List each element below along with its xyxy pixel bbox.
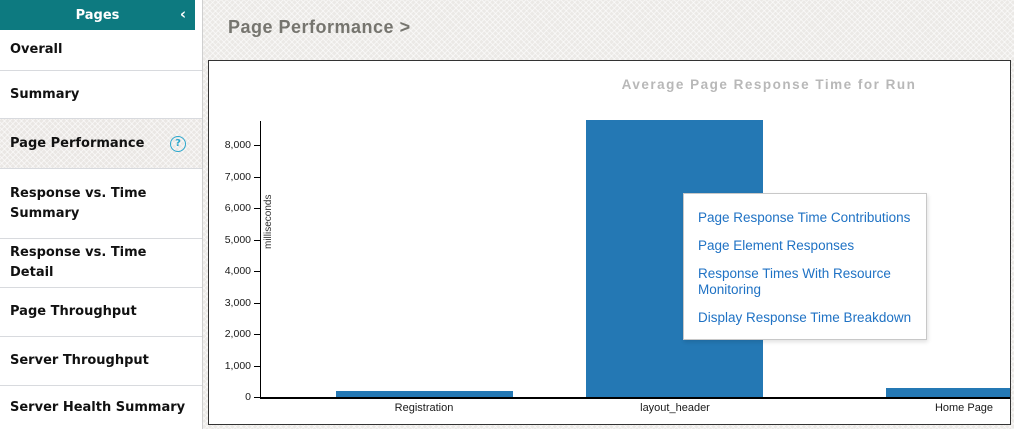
sidebar-item-label: Page Throughput bbox=[10, 304, 137, 319]
y-tick-label: 3,000 bbox=[224, 296, 251, 309]
menu-link-page-response-time-contributions[interactable]: Page Response Time Contributions bbox=[698, 210, 911, 225]
y-tick bbox=[254, 334, 260, 335]
y-tick bbox=[254, 271, 260, 272]
y-tick-label: 8,000 bbox=[224, 139, 251, 151]
y-tick bbox=[254, 397, 260, 398]
bar-home-page[interactable] bbox=[886, 387, 1010, 397]
sidebar-item-label: Server Health Summary bbox=[10, 399, 186, 415]
y-tick-label: 7,000 bbox=[224, 170, 251, 183]
chart-title: Average Page Response Time for Run bbox=[621, 77, 917, 92]
bar-registration[interactable] bbox=[336, 390, 513, 397]
y-tick bbox=[254, 176, 260, 178]
x-category-label: Registration bbox=[394, 402, 454, 414]
y-tick bbox=[254, 365, 260, 367]
sidebar-item-response-vs-time-detail[interactable]: Response vs. Time Detail bbox=[0, 239, 202, 288]
menu-link-page-element-responses[interactable]: Page Element Responses bbox=[698, 238, 855, 253]
menu-link-display-response-time-breakdown[interactable]: Display Response Time Breakdown bbox=[698, 310, 912, 325]
sidebar-item-label: Page Performance bbox=[10, 135, 145, 151]
sidebar-item-summary[interactable]: Summary bbox=[0, 71, 202, 119]
y-tick-label: 1,000 bbox=[224, 359, 251, 372]
sidebar-item-label: Server Throughput bbox=[10, 353, 149, 368]
y-tick-label: 2,000 bbox=[224, 328, 251, 340]
x-category-label: Home Page bbox=[934, 402, 994, 414]
sidebar-header: Pages ‹ bbox=[0, 0, 195, 30]
x-category-label: layout_header bbox=[640, 402, 710, 414]
y-tick bbox=[254, 208, 260, 209]
y-axis-label: milliseconds bbox=[263, 194, 274, 249]
sidebar-item-list: Overall Summary Page Performance? Response … bbox=[0, 30, 202, 429]
y-axis bbox=[260, 121, 261, 398]
sidebar-item-page-performance[interactable]: Page Performance? bbox=[0, 119, 202, 169]
context-menu-items: Page Response Time Contributions Page Ele… bbox=[698, 210, 912, 326]
y-tick-label: 5,000 bbox=[224, 233, 251, 246]
sidebar-item-response-vs-time-summary[interactable]: Response vs. Time Summary bbox=[0, 169, 202, 239]
sidebar-item-page-throughput[interactable]: Page Throughput bbox=[0, 288, 202, 337]
collapse-sidebar-icon[interactable]: ‹ bbox=[179, 5, 186, 23]
sidebar-item-server-throughput[interactable]: Server Throughput bbox=[0, 337, 202, 386]
breadcrumb: Page Performance > bbox=[228, 17, 411, 37]
help-icon[interactable]: ? bbox=[170, 135, 186, 152]
sidebar-item-label: Response vs. Time Summary bbox=[10, 185, 147, 221]
sidebar-item-server-health-summary[interactable]: Server Health Summary bbox=[0, 386, 202, 429]
context-menu: Page Response Time Contributions Page Ele… bbox=[683, 193, 927, 340]
x-axis bbox=[260, 397, 1010, 399]
sidebar-item-label: Response vs. Time Detail bbox=[10, 245, 147, 280]
sidebar-item-overall[interactable]: Overall bbox=[0, 30, 202, 71]
y-tick-label: 0 bbox=[245, 391, 251, 403]
sidebar-item-label: Summary bbox=[10, 86, 80, 102]
y-tick bbox=[254, 239, 260, 241]
sidebar-title: Pages bbox=[75, 7, 120, 23]
sidebar: Pages ‹ Overall Summary Page Performance? R… bbox=[0, 0, 203, 429]
sidebar-item-label: Overall bbox=[10, 42, 63, 57]
menu-link-response-times-with-resource-monitoring[interactable]: Response Times With Resource Monitoring bbox=[698, 266, 891, 297]
y-tick-label: 4,000 bbox=[224, 265, 251, 277]
y-tick bbox=[254, 302, 260, 304]
y-tick bbox=[254, 145, 260, 146]
y-tick-label: 6,000 bbox=[224, 202, 251, 214]
